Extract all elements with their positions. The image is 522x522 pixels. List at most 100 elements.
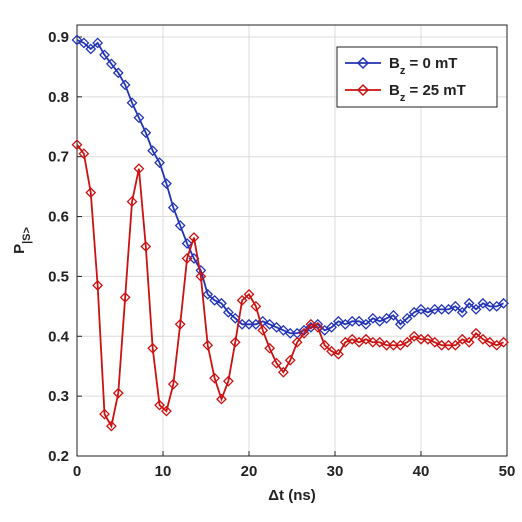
data-point: [484, 336, 496, 348]
data-point: [360, 333, 372, 345]
data-point: [408, 330, 420, 342]
data-point: [78, 148, 90, 160]
data-point: [394, 318, 406, 330]
y-tick-label: 0.5: [48, 268, 69, 285]
series-line: [76, 144, 504, 429]
y-tick-label: 0.3: [48, 388, 69, 405]
data-point: [85, 187, 97, 199]
data-point: [126, 196, 138, 208]
data-point: [133, 112, 145, 124]
data-point: [477, 297, 489, 309]
x-tick-label: 50: [499, 463, 516, 480]
data-point: [161, 178, 172, 190]
data-point: [291, 336, 303, 348]
data-point: [388, 309, 399, 321]
data-point: [415, 303, 427, 315]
x-axis-label: Δt (ns): [268, 487, 315, 504]
data-point: [353, 315, 365, 327]
data-point: [326, 345, 337, 357]
data-point: [264, 318, 276, 330]
data-point: [119, 291, 131, 303]
x-tick-label: 10: [155, 463, 172, 480]
data-point: [298, 327, 310, 339]
data-point: [449, 339, 461, 351]
x-tick-label: 0: [73, 463, 81, 480]
y-tick-label: 0.7: [48, 149, 69, 166]
data-point: [346, 333, 358, 345]
y-tick-label: 0.4: [48, 328, 70, 345]
data-point: [140, 127, 152, 139]
data-point: [264, 342, 276, 354]
data-point: [284, 354, 296, 366]
y-tick-label: 0.2: [48, 448, 69, 465]
data-point: [333, 315, 344, 327]
data-point: [229, 312, 241, 324]
data-point: [456, 306, 468, 318]
data-point: [319, 339, 331, 351]
data-point: [126, 97, 138, 109]
data-point: [326, 321, 337, 333]
data-point: [277, 324, 289, 336]
data-point: [470, 327, 482, 339]
data-point: [154, 157, 165, 169]
legend-label: Bz = 25 mT: [389, 82, 466, 104]
data-point: [99, 408, 110, 420]
data-point: [195, 270, 207, 282]
data-point: [429, 336, 441, 348]
data-point: [105, 420, 117, 432]
data-point: [105, 58, 117, 70]
legend-box: [336, 46, 498, 108]
data-point: [257, 324, 269, 336]
data-point: [449, 300, 461, 312]
data-point: [216, 393, 227, 405]
data-point: [271, 321, 282, 333]
legend-label: Bz = 0 mT: [389, 55, 457, 77]
data-point: [202, 288, 214, 300]
data-point: [209, 372, 221, 384]
legend-marker: [356, 56, 370, 70]
data-point: [277, 366, 289, 378]
data-point: [222, 375, 234, 387]
data-point: [188, 232, 200, 243]
data-point: [154, 399, 165, 411]
data-point: [271, 357, 282, 369]
data-point: [112, 387, 124, 399]
data-point: [167, 202, 179, 213]
data-point: [140, 241, 152, 252]
x-tick-label: 20: [241, 463, 258, 480]
data-point: [85, 43, 97, 55]
data-point: [333, 348, 344, 360]
data-point: [463, 336, 475, 348]
data-point: [456, 333, 468, 345]
data-point: [174, 220, 186, 231]
y-tick-label: 0.8: [48, 89, 69, 106]
y-tick-label: 0.9: [48, 29, 69, 46]
data-point: [360, 318, 372, 330]
data-point: [498, 297, 509, 309]
data-point: [367, 312, 379, 324]
data-point: [161, 405, 172, 417]
data-point: [477, 333, 489, 345]
data-point: [92, 37, 104, 49]
x-tick-label: 40: [413, 463, 430, 480]
data-point: [181, 238, 193, 249]
data-point: [222, 306, 234, 318]
series-line: [76, 39, 504, 335]
data-point: [401, 312, 413, 324]
y-axis-label: P|S>: [11, 227, 33, 254]
data-point: [133, 163, 145, 175]
data-point: [312, 321, 324, 333]
data-point: [112, 67, 124, 79]
data-point: [71, 139, 83, 151]
data-point: [305, 318, 317, 330]
data-point: [119, 79, 131, 91]
data-point: [147, 342, 159, 354]
data-point: [78, 37, 90, 49]
data-point: [470, 303, 482, 315]
data-point: [236, 294, 248, 306]
data-point: [422, 333, 434, 345]
data-point: [92, 279, 104, 291]
x-tick-label: 30: [327, 463, 344, 480]
data-point: [99, 49, 110, 61]
data-point: [181, 253, 193, 264]
